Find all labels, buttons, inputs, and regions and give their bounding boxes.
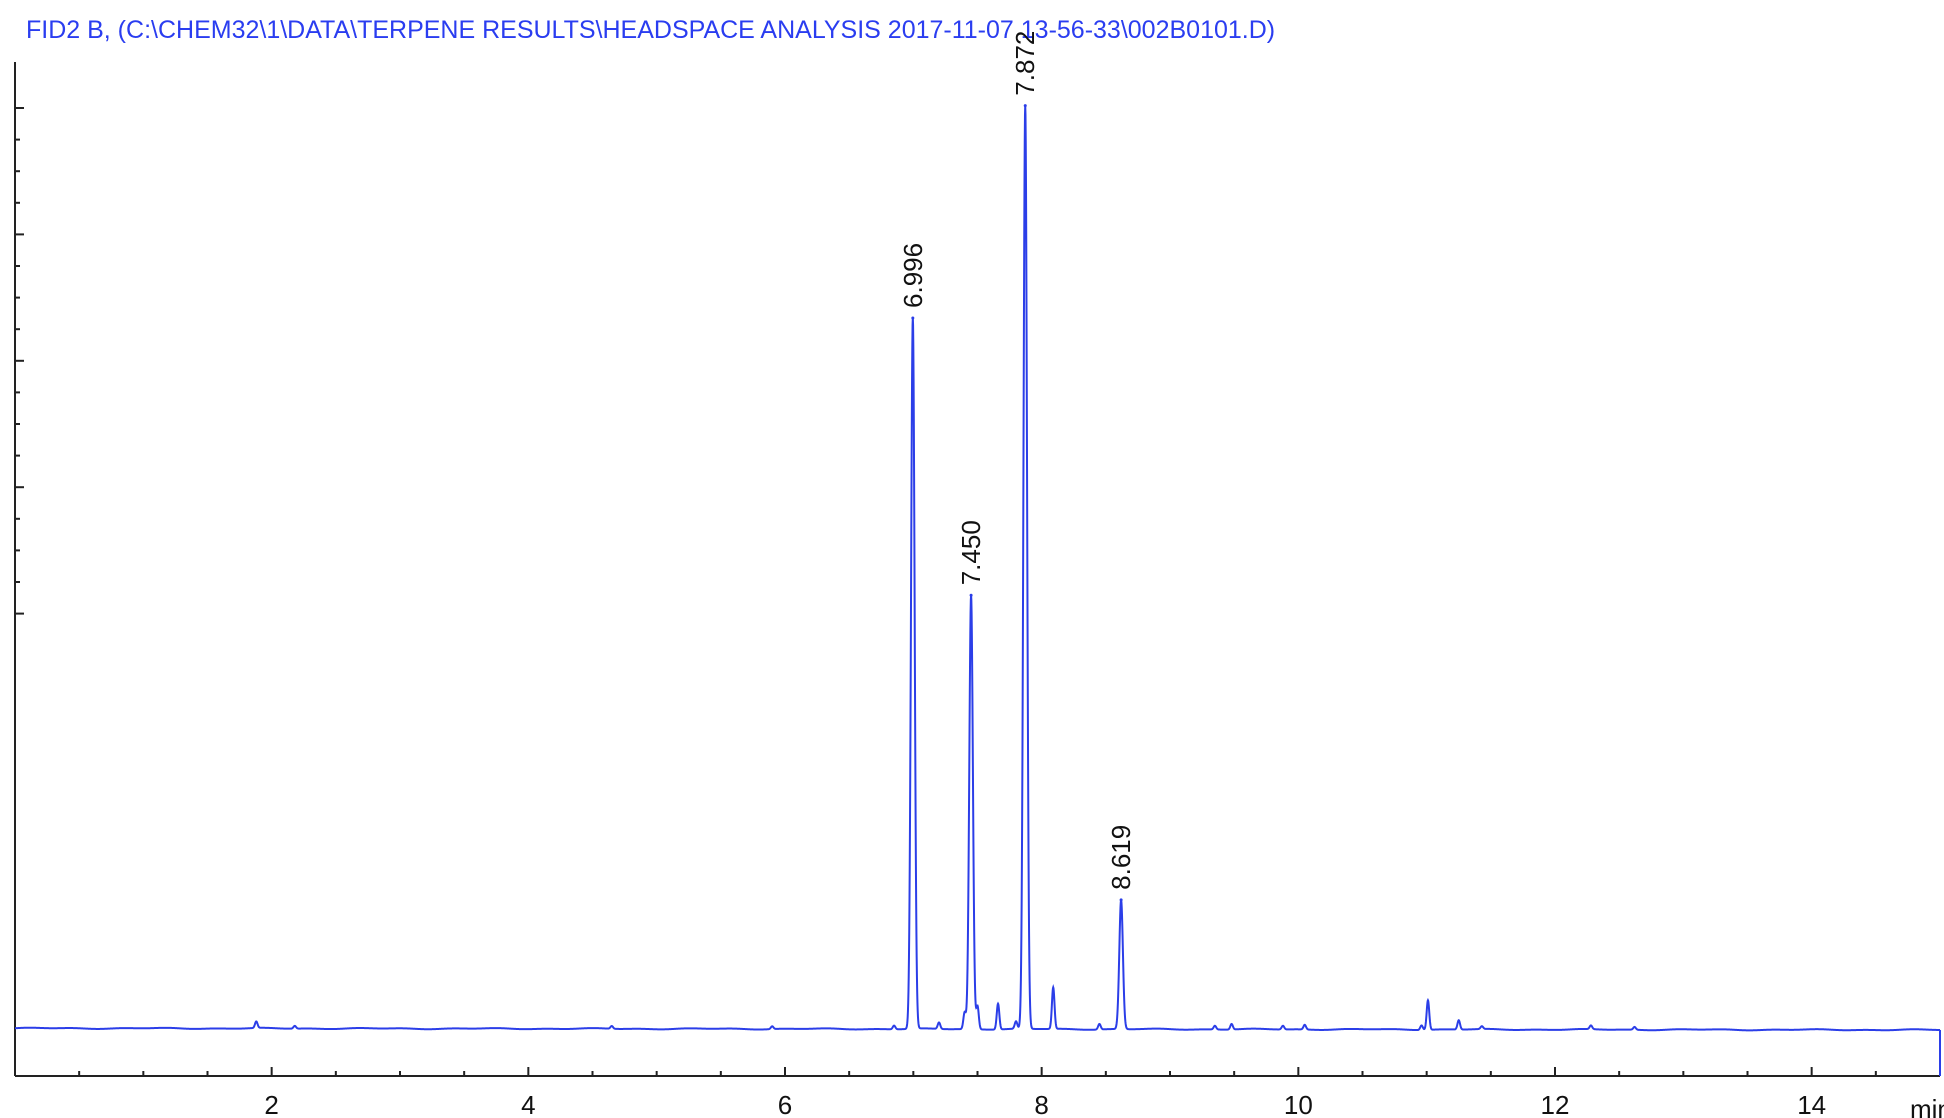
chromatogram-trace	[14, 105, 1940, 1032]
peak-apex-2	[1023, 104, 1027, 108]
y-axis	[14, 62, 24, 1076]
x-tick-label: 12	[1541, 1090, 1570, 1118]
chart-title: FID2 B, (C:\CHEM32\1\DATA\TERPENE RESULT…	[26, 16, 1275, 44]
peak-labels: 6.996 7.450 7.872 8.619	[898, 31, 1136, 890]
peak-label: 7.450	[956, 520, 986, 585]
x-tick-label: 4	[521, 1090, 535, 1118]
x-tick-label: 8	[1034, 1090, 1048, 1118]
x-tick-label: 14	[1797, 1090, 1826, 1118]
x-tick-label: 10	[1284, 1090, 1313, 1118]
peak-apex-0	[911, 316, 915, 320]
peak-label: 6.996	[898, 243, 928, 308]
x-tick-label: 6	[778, 1090, 792, 1118]
peak-apex-1	[969, 593, 973, 597]
plot-area	[14, 104, 1941, 1076]
x-axis-unit-label: min	[1910, 1094, 1944, 1118]
peak-label: 8.619	[1106, 825, 1136, 890]
x-tick-label: 2	[264, 1090, 278, 1118]
peak-apex-3	[1119, 898, 1123, 902]
peak-label: 7.872	[1010, 31, 1040, 96]
x-axis: 2 4 6 8 10 12 14 min	[15, 1067, 1944, 1118]
